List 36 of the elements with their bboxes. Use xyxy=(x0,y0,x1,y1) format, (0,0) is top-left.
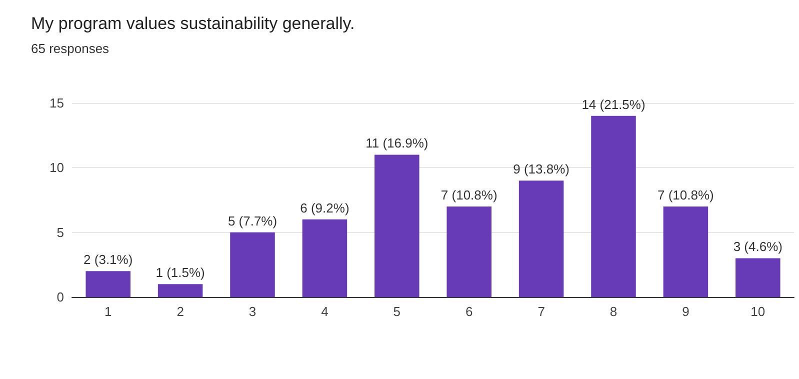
data-label: 7 (10.8%) xyxy=(658,187,714,202)
y-tick-label: 10 xyxy=(50,160,64,176)
x-tick-label: 4 xyxy=(321,304,328,319)
y-tick-label: 5 xyxy=(56,224,64,240)
y-tick-label: 0 xyxy=(56,290,64,304)
data-label: 1 (1.5%) xyxy=(156,265,205,280)
x-tick-label: 6 xyxy=(465,304,473,319)
x-tick-label: 10 xyxy=(750,304,766,319)
bar xyxy=(446,206,492,297)
data-label: 9 (13.8%) xyxy=(513,162,570,177)
bar xyxy=(591,116,636,297)
x-tick-label: 2 xyxy=(176,304,184,319)
chart-title: My program values sustainability generally. xyxy=(31,14,355,33)
x-tick-label: 8 xyxy=(610,304,618,319)
bar xyxy=(736,258,780,297)
data-label: 6 (9.2%) xyxy=(300,200,350,216)
x-tick-label: 1 xyxy=(104,304,112,319)
data-label: 2 (3.1%) xyxy=(84,252,133,268)
bar xyxy=(86,271,130,297)
data-label: 7 (10.8%) xyxy=(440,187,498,202)
data-label: 3 (4.6%) xyxy=(733,239,782,254)
x-tick-label: 3 xyxy=(248,304,256,319)
bar xyxy=(158,284,203,297)
x-tick-label: 7 xyxy=(538,304,545,319)
bar xyxy=(374,154,420,297)
data-label: 14 (21.5%) xyxy=(582,96,646,112)
y-tick-label: 15 xyxy=(50,96,64,110)
x-tick-label: 5 xyxy=(393,304,401,319)
data-label: 5 (7.7%) xyxy=(228,213,278,228)
data-label: 11 (16.9%) xyxy=(366,136,428,151)
bar xyxy=(230,232,275,297)
bar xyxy=(663,206,708,297)
chart-subtitle: 65 responses xyxy=(31,41,110,56)
bar xyxy=(518,180,564,297)
bar xyxy=(302,219,348,297)
x-tick-label: 9 xyxy=(682,304,690,319)
